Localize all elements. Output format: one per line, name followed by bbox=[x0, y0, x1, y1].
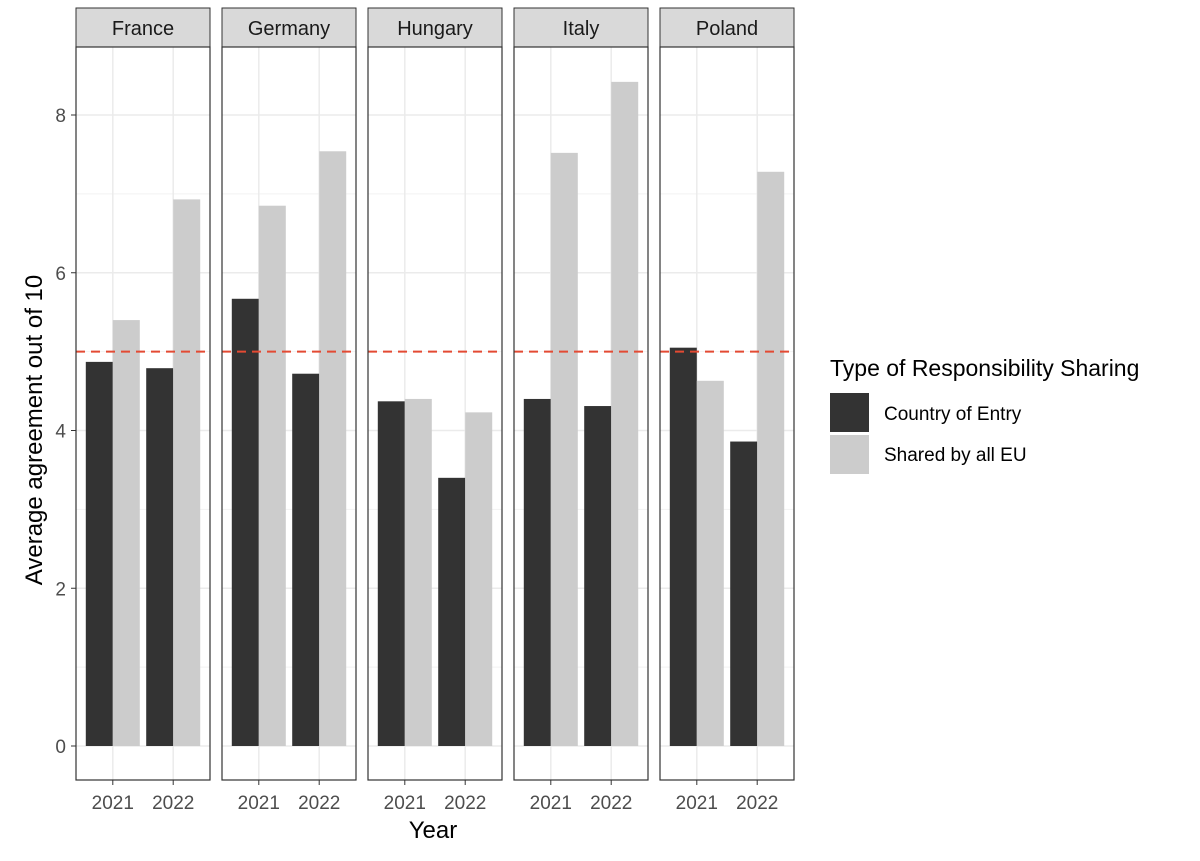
bar-germany-2021-shared-by-all-eu bbox=[258, 205, 286, 747]
facet-panels: France 2021 2022 Germany 2021 2022 Hungary 2021… bbox=[75, 7, 795, 814]
panel-france: France 2021 2022 bbox=[75, 7, 211, 814]
bar-poland-2022-country-of-entry bbox=[730, 441, 758, 746]
y-tick-label: 8 bbox=[55, 106, 66, 127]
bar-hungary-2022-shared-by-all-eu bbox=[465, 412, 493, 746]
bar-poland-2021-country-of-entry bbox=[669, 347, 697, 746]
bar-hungary-2021-country-of-entry bbox=[377, 401, 405, 746]
panel-border bbox=[659, 46, 795, 781]
panel-strip-label: Poland bbox=[696, 18, 758, 40]
x-tick-label: 2022 bbox=[298, 793, 340, 814]
bar-poland-2022-shared-by-all-eu bbox=[757, 171, 785, 747]
panel-strip bbox=[75, 7, 211, 48]
panel-border bbox=[367, 46, 503, 781]
x-tick-label: 2021 bbox=[530, 793, 572, 814]
x-tick-label: 2021 bbox=[384, 793, 426, 814]
panel-germany: Germany 2021 2022 bbox=[221, 7, 357, 814]
bar-italy-2022-shared-by-all-eu bbox=[611, 81, 639, 746]
panel-strip-label: France bbox=[112, 18, 174, 40]
bar-germany-2022-country-of-entry bbox=[292, 373, 320, 746]
x-tick-label: 2022 bbox=[736, 793, 778, 814]
y-tick-label: 0 bbox=[55, 737, 66, 758]
bar-germany-2022-shared-by-all-eu bbox=[319, 151, 347, 747]
y-tick-label: 4 bbox=[55, 422, 66, 443]
x-tick-label: 2021 bbox=[676, 793, 718, 814]
x-axis-title: Year bbox=[409, 817, 458, 844]
x-tick-label: 2022 bbox=[152, 793, 194, 814]
x-tick-label: 2022 bbox=[590, 793, 632, 814]
bar-france-2022-country-of-entry bbox=[146, 368, 174, 746]
panel-italy: Italy 2021 2022 bbox=[513, 7, 649, 814]
panel-strip-label: Italy bbox=[563, 18, 600, 40]
panel-strip bbox=[659, 7, 795, 48]
bar-france-2022-shared-by-all-eu bbox=[173, 199, 201, 747]
bar-hungary-2022-country-of-entry bbox=[438, 477, 466, 746]
x-tick-label: 2021 bbox=[238, 793, 280, 814]
bar-france-2021-shared-by-all-eu bbox=[112, 320, 140, 746]
panel-poland: Poland 2021 2022 bbox=[659, 7, 795, 814]
y-tick-label: 2 bbox=[55, 579, 66, 600]
panel-hungary: Hungary 2021 2022 bbox=[367, 7, 503, 814]
y-tick-label: 6 bbox=[55, 264, 66, 285]
legend-title: Type of Responsibility Sharing bbox=[830, 355, 1139, 381]
bar-hungary-2021-shared-by-all-eu bbox=[404, 398, 432, 746]
legend-key-country-of-entry bbox=[830, 393, 869, 432]
legend-label-country-of-entry: Country of Entry bbox=[884, 404, 1022, 425]
panel-strip bbox=[367, 7, 503, 48]
bar-germany-2021-country-of-entry bbox=[231, 298, 259, 746]
panel-border bbox=[221, 46, 357, 781]
panel-border bbox=[75, 46, 211, 781]
panel-strip-label: Germany bbox=[248, 18, 330, 40]
bar-italy-2021-shared-by-all-eu bbox=[550, 152, 578, 747]
panel-border bbox=[513, 46, 649, 781]
bar-france-2021-country-of-entry bbox=[85, 361, 113, 746]
bar-poland-2021-shared-by-all-eu bbox=[696, 380, 724, 746]
x-tick-label: 2021 bbox=[92, 793, 134, 814]
panel-strip-label: Hungary bbox=[397, 18, 473, 40]
legend-key-shared-by-all-eu bbox=[830, 435, 869, 474]
legend: Type of Responsibility Sharing Country o… bbox=[830, 355, 1139, 474]
y-axis-title: Average agreement out of 10 bbox=[21, 275, 48, 585]
bar-italy-2022-country-of-entry bbox=[584, 406, 612, 746]
x-tick-label: 2022 bbox=[444, 793, 486, 814]
y-axis: 0 2 4 6 8 bbox=[55, 106, 76, 758]
bar-italy-2021-country-of-entry bbox=[523, 398, 551, 746]
legend-label-shared-by-all-eu: Shared by all EU bbox=[884, 445, 1027, 466]
